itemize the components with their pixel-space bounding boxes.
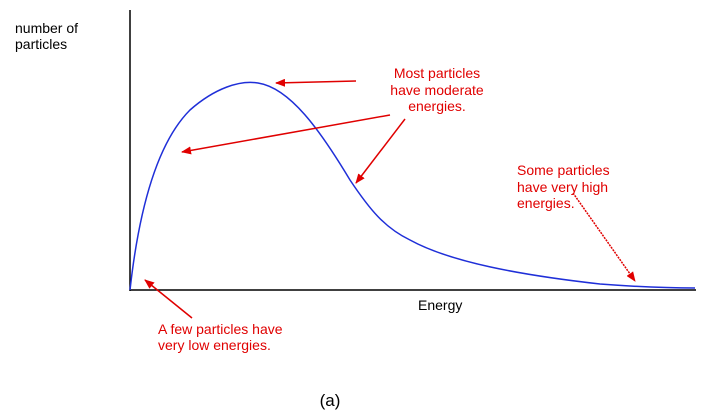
annotation: Some particles (517, 162, 610, 178)
annotation: energies. (517, 195, 575, 211)
arrow (181, 114, 391, 155)
arrow (572, 192, 636, 282)
x-axis-label: Energy (418, 297, 462, 313)
arrow (144, 279, 193, 319)
annotation: have very high (517, 179, 608, 195)
annotation: very low energies. (158, 337, 271, 353)
arrow (275, 78, 357, 87)
y-axis-label: particles (15, 36, 67, 52)
caption: (a) (320, 391, 341, 410)
annotation: have moderate (390, 82, 484, 98)
distribution-curve (129, 81, 696, 291)
annotation: Most particles (394, 65, 480, 81)
arrow (355, 118, 406, 184)
y-axis-label: number of (15, 20, 78, 36)
annotation: A few particles have (158, 321, 283, 337)
annotation: energies. (408, 98, 466, 114)
arrows (144, 78, 636, 319)
